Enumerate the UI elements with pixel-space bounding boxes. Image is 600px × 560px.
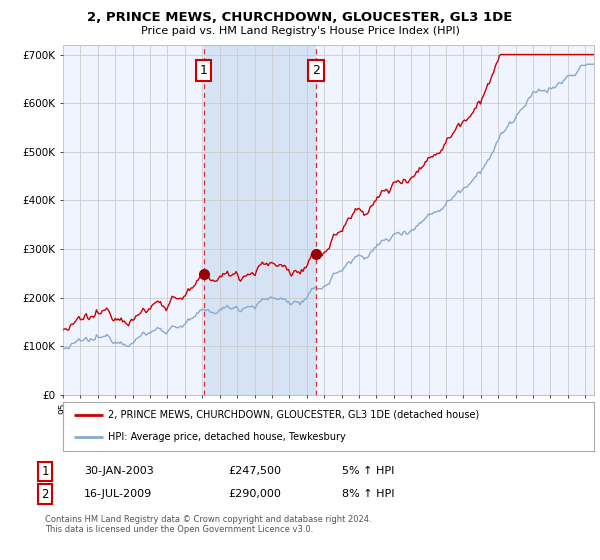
Text: 1: 1 xyxy=(41,465,49,478)
Text: 30-JAN-2003: 30-JAN-2003 xyxy=(84,466,154,477)
Text: 2: 2 xyxy=(41,488,49,501)
Text: 1: 1 xyxy=(200,64,208,77)
Text: 16-JUL-2009: 16-JUL-2009 xyxy=(84,489,152,499)
Text: £247,500: £247,500 xyxy=(228,466,281,477)
Bar xyxy=(203,45,316,395)
Text: 2, PRINCE MEWS, CHURCHDOWN, GLOUCESTER, GL3 1DE: 2, PRINCE MEWS, CHURCHDOWN, GLOUCESTER, … xyxy=(88,11,512,24)
Text: 5% ↑ HPI: 5% ↑ HPI xyxy=(342,466,394,477)
Text: £290,000: £290,000 xyxy=(228,489,281,499)
Text: 2, PRINCE MEWS, CHURCHDOWN, GLOUCESTER, GL3 1DE (detached house): 2, PRINCE MEWS, CHURCHDOWN, GLOUCESTER, … xyxy=(108,410,479,420)
Text: Contains HM Land Registry data © Crown copyright and database right 2024.
This d: Contains HM Land Registry data © Crown c… xyxy=(45,515,371,534)
Text: 2: 2 xyxy=(312,64,320,77)
Text: Price paid vs. HM Land Registry's House Price Index (HPI): Price paid vs. HM Land Registry's House … xyxy=(140,26,460,36)
Text: HPI: Average price, detached house, Tewkesbury: HPI: Average price, detached house, Tewk… xyxy=(108,432,346,442)
Text: 8% ↑ HPI: 8% ↑ HPI xyxy=(342,489,395,499)
